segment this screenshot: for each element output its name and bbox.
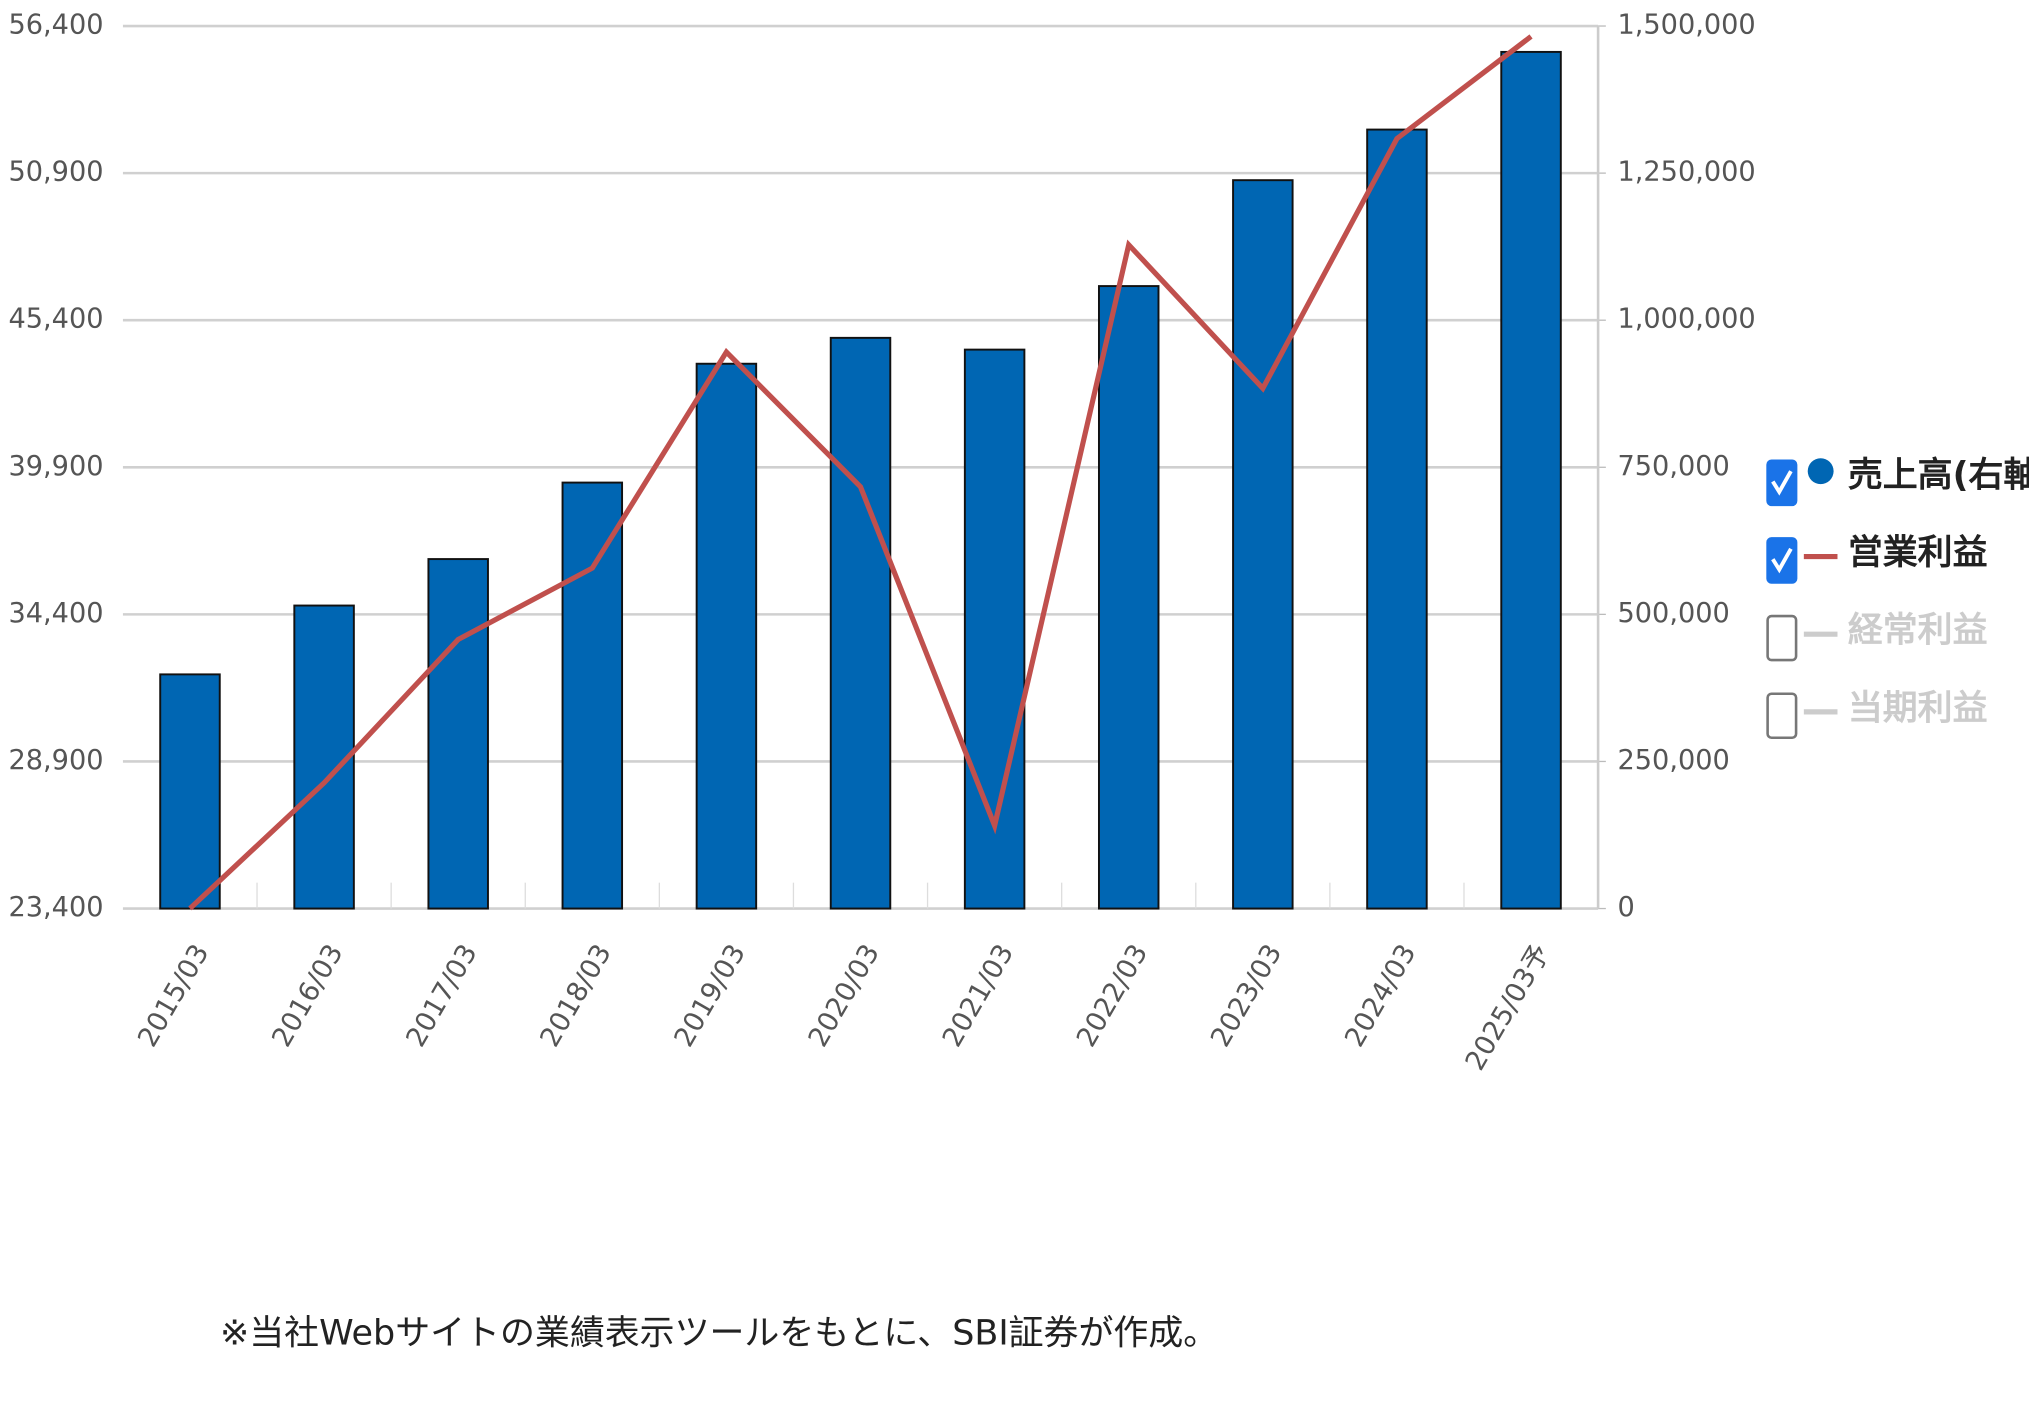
x-tick-label: 2022/03 <box>1071 939 1154 1052</box>
x-tick-label: 2016/03 <box>266 939 349 1052</box>
y-tick-label: 45,400 <box>8 304 103 335</box>
legend-checkbox[interactable] <box>1766 692 1798 740</box>
y2-tick-label: 250,000 <box>1618 745 1730 776</box>
y-tick-label: 56,400 <box>8 10 103 41</box>
bar <box>695 362 758 910</box>
legend-label: 当期利益 <box>1848 688 1988 728</box>
y2-tick-label: 1,250,000 <box>1618 157 1756 188</box>
y-tick-label: 50,900 <box>8 157 103 188</box>
legend-checkbox[interactable] <box>1766 614 1798 662</box>
bar <box>561 481 624 910</box>
bar <box>1097 285 1160 910</box>
bar <box>1366 128 1428 910</box>
y-tick-label: 23,400 <box>8 892 103 923</box>
legend-label: 経常利益 <box>1848 611 1988 651</box>
legend-label: 営業利益 <box>1848 533 1988 573</box>
y-tick-label: 39,900 <box>8 451 103 482</box>
bar <box>1500 50 1562 910</box>
legend-swatch <box>1807 458 1834 485</box>
bar <box>829 336 892 910</box>
bar <box>427 558 489 910</box>
x-tick-label: 2019/03 <box>669 939 752 1052</box>
y2-tick-label: 0 <box>1618 892 1635 923</box>
line <box>188 34 1533 911</box>
x-tick-label: 2015/03 <box>132 939 215 1052</box>
bar <box>1232 179 1294 910</box>
x-tick-label: 2024/03 <box>1339 939 1422 1052</box>
y-tick-label: 28,900 <box>8 745 103 776</box>
bar <box>293 604 355 910</box>
y2-tick-label: 750,000 <box>1618 451 1730 482</box>
check-mark <box>1771 547 1793 574</box>
check-mark <box>1771 470 1793 496</box>
x-tick-label: 2021/03 <box>937 939 1020 1052</box>
x-tick-label: 2020/03 <box>803 939 886 1052</box>
footnote: ※当社Webサイトの業績表示ツールをもとに、SBI証券が作成。 <box>220 1313 1218 1353</box>
bar <box>159 673 221 910</box>
y-tick-label: 34,400 <box>8 598 103 629</box>
y2-tick-label: 1,000,000 <box>1618 304 1756 335</box>
x-tick-label: 2018/03 <box>535 939 618 1052</box>
x-tick-label: 2023/03 <box>1205 939 1288 1052</box>
x-tick-label: 2025/03予 <box>1460 939 1557 1076</box>
y2-tick-label: 1,500,000 <box>1618 10 1756 41</box>
y2-tick-label: 500,000 <box>1618 598 1730 629</box>
legend-label: 売上高(右軸) <box>1848 455 2029 495</box>
x-tick-label: 2017/03 <box>400 939 483 1052</box>
